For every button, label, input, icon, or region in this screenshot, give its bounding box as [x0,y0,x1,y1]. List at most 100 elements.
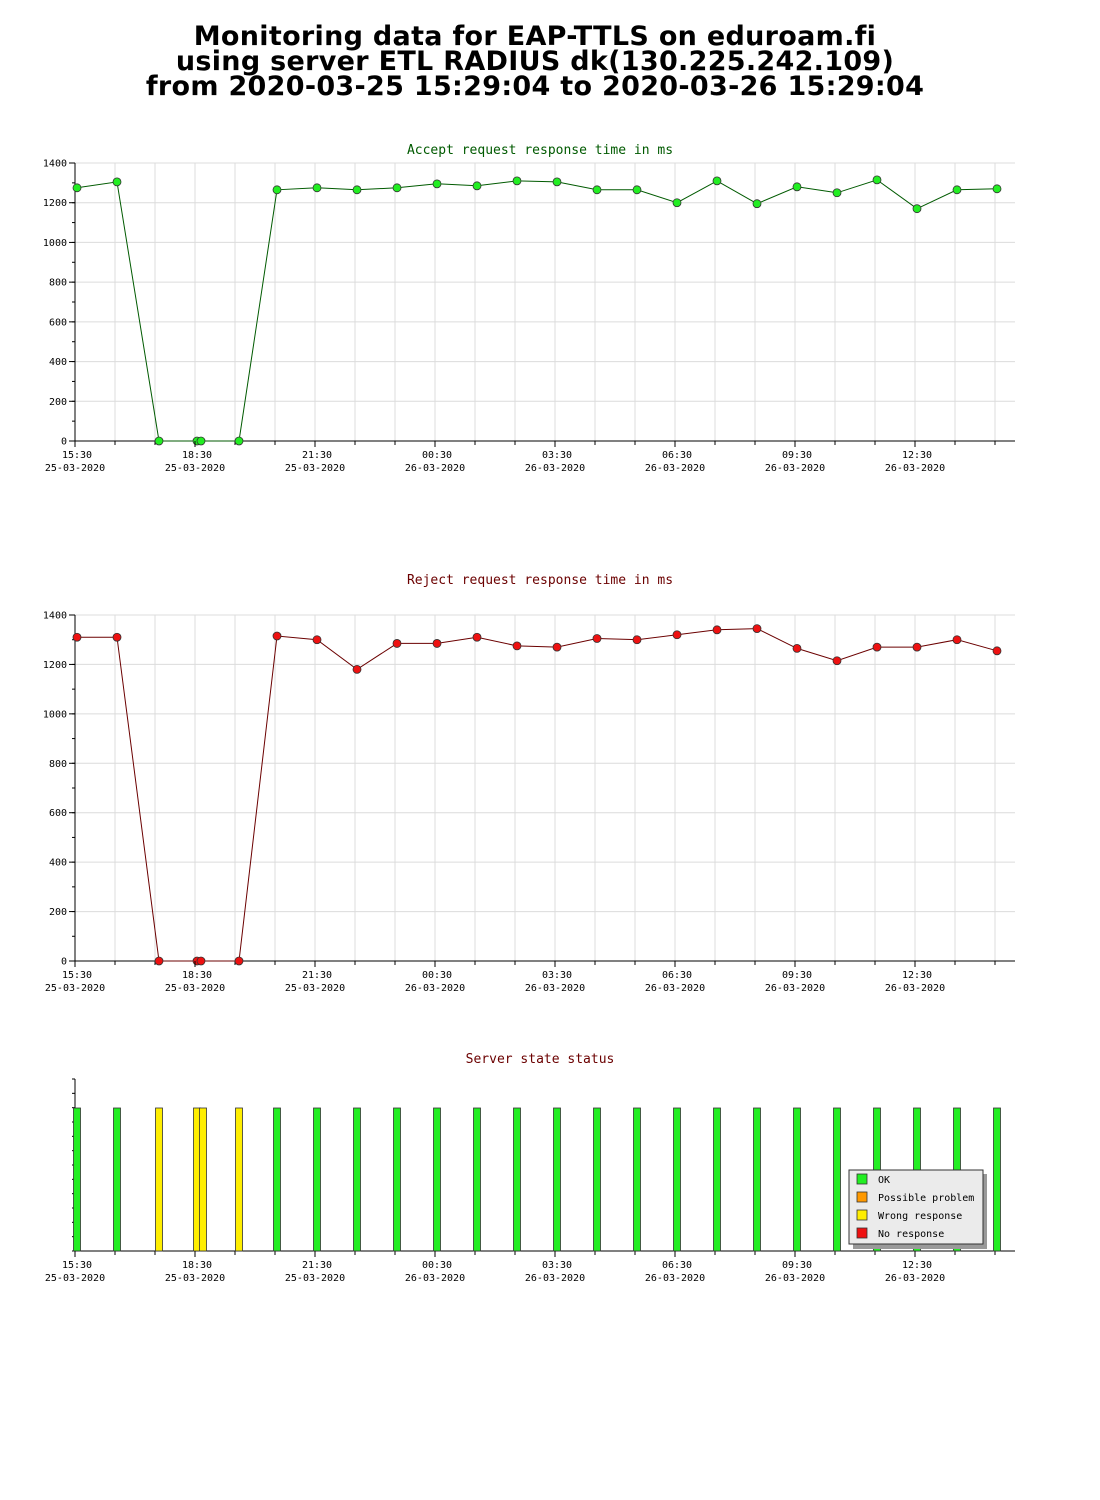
status-bar [155,1107,163,1252]
data-point [234,436,244,446]
y-tick-label: 600 [49,808,67,819]
series-line [76,179,998,442]
x-tick-label-date: 25-03-2020 [165,463,225,474]
status-bar [473,1107,481,1252]
data-point [112,632,122,642]
data-point [196,956,206,966]
data-point [312,635,322,645]
data-point [912,642,922,652]
y-tick-label: 200 [49,907,67,918]
x-tick-label-time: 15:30 [62,970,92,981]
y-tick-label: 1000 [43,238,67,249]
x-tick-label-time: 06:30 [662,1260,692,1271]
x-tick-label-time: 06:30 [662,450,692,461]
data-point [672,630,682,640]
status-bar [633,1107,641,1252]
legend-swatch [856,1209,868,1221]
x-tick-label-time: 18:30 [182,970,212,981]
data-point [432,639,442,648]
chart-3: Server state status OK Possible problem Wro… [45,1052,1015,1284]
x-tick-label-date: 26-03-2020 [525,1273,585,1284]
data-point [632,635,642,645]
legend-label: OK [878,1175,890,1186]
status-bar [993,1107,1001,1252]
x-tick-label-date: 26-03-2020 [885,1273,945,1284]
legend: OK Possible problem Wrong response No respo… [848,1169,987,1249]
x-tick-label-time: 09:30 [782,450,812,461]
status-bar [393,1107,401,1252]
chart-title: Reject request response time in ms [407,573,673,588]
data-point [752,199,762,209]
x-tick-label-date: 26-03-2020 [405,1273,465,1284]
y-tick-label: 400 [49,357,67,368]
data-point [234,956,244,966]
x-tick-label-time: 15:30 [62,1260,92,1271]
x-tick-label-date: 25-03-2020 [45,1273,105,1284]
legend-box [848,1169,984,1245]
x-tick-label-time: 06:30 [662,970,692,981]
title-line-3: from 2020-03-25 15:29:04 to 2020-03-26 1… [145,71,925,102]
status-bar [235,1107,243,1252]
data-point [352,664,362,674]
data-point [872,642,882,652]
x-tick-label-time: 09:30 [782,1260,812,1271]
x-tick-label-time: 03:30 [542,450,572,461]
data-point [472,181,482,191]
data-point [72,183,82,193]
data-point [352,185,362,195]
x-tick-label-date: 26-03-2020 [765,983,825,994]
chart-1: Accept request response time in ms 0 200 40… [43,143,1015,474]
x-tick-label-date: 26-03-2020 [765,1273,825,1284]
x-tick-label-date: 25-03-2020 [285,983,345,994]
legend-label: No response [878,1229,944,1240]
legend-swatch [856,1227,868,1239]
y-tick-label: 1000 [43,709,67,720]
status-bar [793,1107,801,1252]
x-tick-label-date: 26-03-2020 [405,463,465,474]
chart-title: Server state status [466,1052,615,1067]
legend-label: Wrong response [878,1211,962,1222]
x-tick-label-time: 12:30 [902,1260,932,1271]
x-tick-label-date: 26-03-2020 [405,983,465,994]
x-tick-label-time: 00:30 [422,1260,452,1271]
x-tick-label-date: 26-03-2020 [885,463,945,474]
y-tick-label: 200 [49,397,67,408]
data-point [154,436,164,446]
y-tick-label: 400 [49,858,67,869]
page-title: Monitoring data for EAP-TTLS on eduroam.… [0,23,1070,102]
status-bar [199,1107,207,1252]
x-tick-label-time: 18:30 [182,450,212,461]
data-point [196,436,206,446]
y-tick-label: 0 [61,957,67,968]
x-tick-label-time: 03:30 [542,970,572,981]
x-tick-label-time: 21:30 [302,970,332,981]
data-point [952,185,962,195]
data-point [992,184,1002,194]
data-point [392,183,402,193]
data-point [112,177,122,187]
y-tick-label: 1200 [43,660,67,671]
data-point [792,643,802,653]
x-tick-label-date: 26-03-2020 [765,463,825,474]
status-bar [313,1107,321,1252]
legend-label: Possible problem [878,1193,974,1204]
data-point [632,185,642,195]
y-tick-label: 800 [49,278,67,289]
data-point [672,198,682,208]
status-bar [73,1107,81,1252]
status-bar [273,1107,281,1252]
data-point [392,639,402,648]
data-point [872,175,882,185]
data-point [952,635,962,645]
data-point [552,642,562,652]
x-tick-label-time: 12:30 [902,970,932,981]
status-bar [713,1107,721,1252]
data-point [312,183,322,193]
x-tick-label-time: 15:30 [62,450,92,461]
status-bar [113,1107,121,1252]
y-tick-label: 1400 [43,611,67,622]
data-point [712,625,722,635]
data-point [272,185,282,195]
x-tick-label-time: 21:30 [302,1260,332,1271]
